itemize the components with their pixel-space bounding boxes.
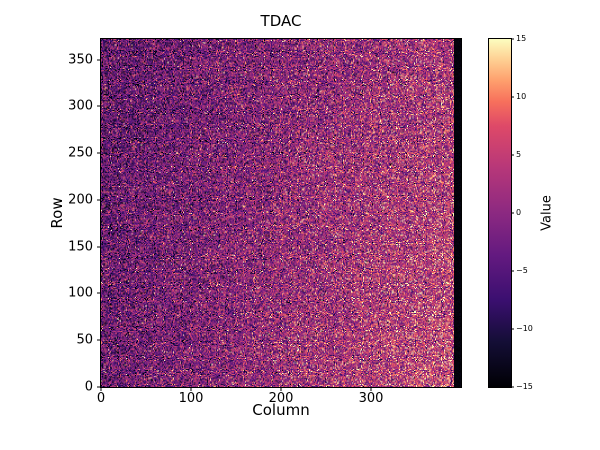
colorbar-tick-mark xyxy=(511,328,514,330)
y-tick-mark xyxy=(97,105,101,107)
x-axis-label: Column xyxy=(252,401,310,419)
chart-title: TDAC xyxy=(260,12,302,30)
y-tick-mark xyxy=(97,199,101,201)
y-tick-label: 300 xyxy=(68,98,93,114)
y-tick-mark xyxy=(97,59,101,61)
x-tick-mark xyxy=(280,387,282,391)
colorbar-tick-mark xyxy=(511,154,514,156)
colorbar-tick-mark xyxy=(511,386,514,388)
x-tick-mark xyxy=(100,387,102,391)
x-tick-label: 300 xyxy=(358,391,384,406)
x-tick-mark xyxy=(370,387,372,391)
colorbar-tick-label: 0 xyxy=(516,208,522,217)
colorbar-tick-label: −5 xyxy=(516,266,528,275)
heatmap-canvas xyxy=(101,39,461,387)
colorbar-tick-mark xyxy=(511,212,514,214)
y-tick-mark xyxy=(97,152,101,154)
y-tick-label: 150 xyxy=(68,239,93,255)
colorbar-tick-label: −10 xyxy=(516,324,533,333)
y-tick-mark xyxy=(97,246,101,248)
colorbar-tick-mark xyxy=(511,38,514,40)
colorbar-label: Value xyxy=(539,195,555,231)
colorbar-tick-mark xyxy=(511,96,514,98)
y-axis-label: Row xyxy=(48,197,66,229)
x-tick-label: 200 xyxy=(268,391,294,406)
colorbar-tick-label: 15 xyxy=(516,34,527,43)
x-tick-label: 100 xyxy=(178,391,204,406)
colorbar-tick-label: −15 xyxy=(516,382,533,391)
y-tick-mark xyxy=(97,386,101,388)
y-tick-label: 100 xyxy=(68,285,93,301)
colorbar-tick-label: 5 xyxy=(516,150,522,159)
y-tick-label: 250 xyxy=(68,145,93,161)
y-tick-mark xyxy=(97,292,101,294)
y-tick-label: 200 xyxy=(68,192,93,208)
plot-area: 0 100 200 300 0 50 100 150 200 250 300 350 xyxy=(68,38,462,405)
colorbar-gradient xyxy=(489,39,511,387)
colorbar-tick-mark xyxy=(511,270,514,272)
colorbar: 15 10 5 0 −5 −10 −15 xyxy=(488,35,533,391)
y-tick-label: 0 xyxy=(84,379,93,395)
y-tick-label: 50 xyxy=(76,332,93,348)
y-tick-mark xyxy=(97,339,101,341)
y-tick-label: 350 xyxy=(68,52,93,68)
x-tick-label: 0 xyxy=(96,391,106,406)
colorbar-tick-label: 10 xyxy=(516,92,527,101)
x-tick-mark xyxy=(190,387,192,391)
